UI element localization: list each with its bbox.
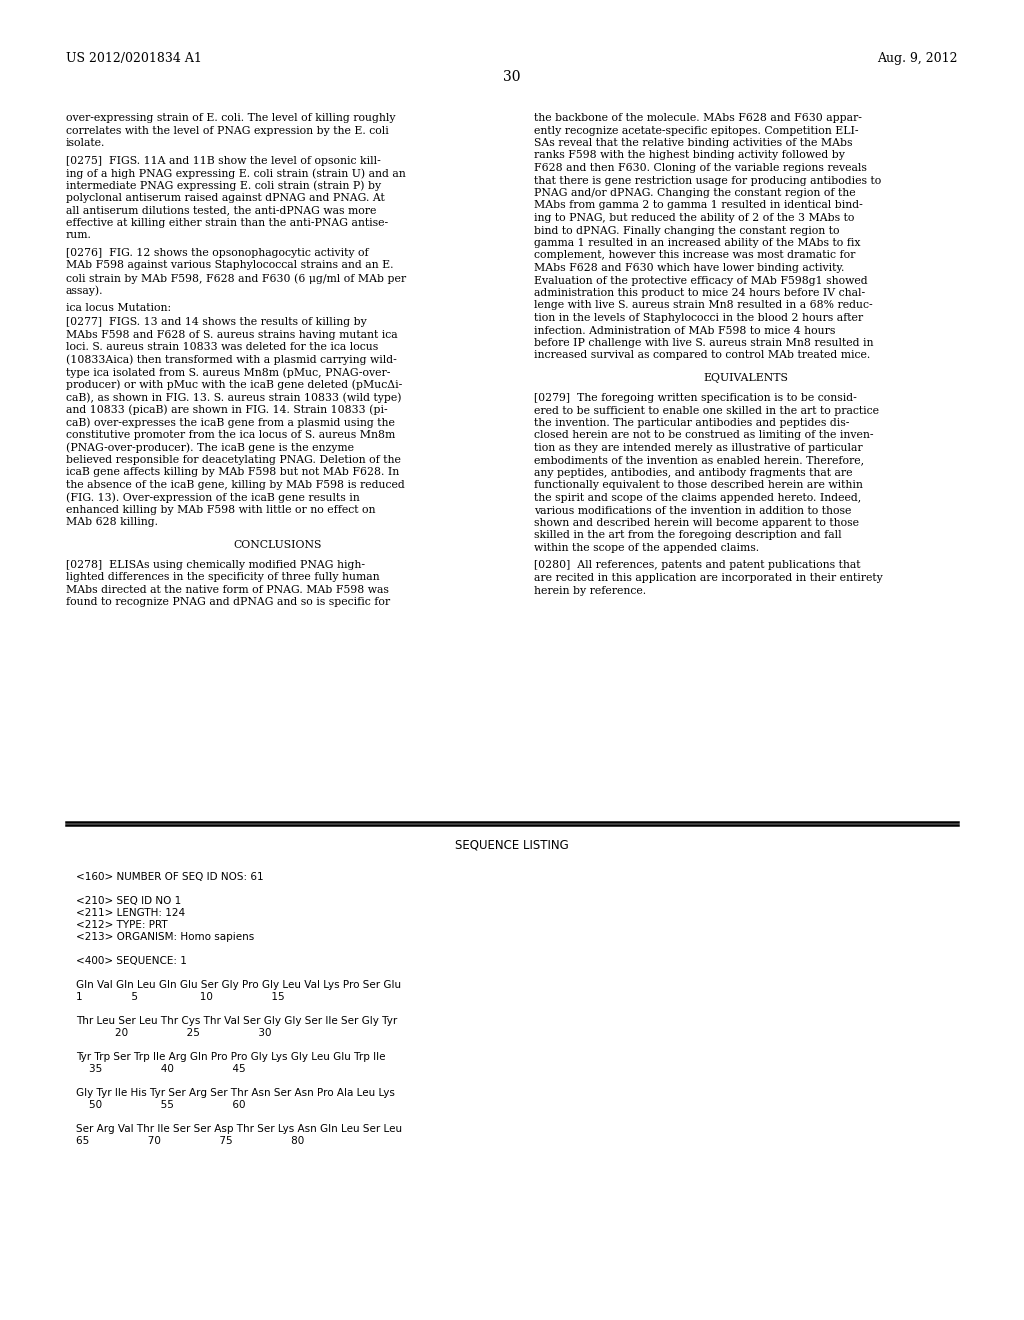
Text: constitutive promoter from the ica locus of S. aureus Mn8m: constitutive promoter from the ica locus…	[66, 430, 395, 440]
Text: various modifications of the invention in addition to those: various modifications of the invention i…	[534, 506, 851, 516]
Text: lenge with live S. aureus strain Mn8 resulted in a 68% reduc-: lenge with live S. aureus strain Mn8 res…	[534, 301, 872, 310]
Text: producer) or with pMuc with the icaB gene deleted (pMucΔi-: producer) or with pMuc with the icaB gen…	[66, 380, 402, 391]
Text: loci. S. aureus strain 10833 was deleted for the ica locus: loci. S. aureus strain 10833 was deleted…	[66, 342, 378, 352]
Text: Evaluation of the protective efficacy of MAb F598g1 showed: Evaluation of the protective efficacy of…	[534, 276, 867, 285]
Text: [0275]  FIGS. 11A and 11B show the level of opsonic kill-: [0275] FIGS. 11A and 11B show the level …	[66, 156, 381, 165]
Text: caB), as shown in FIG. 13. S. aureus strain 10833 (wild type): caB), as shown in FIG. 13. S. aureus str…	[66, 392, 401, 403]
Text: ently recognize acetate-specific epitopes. Competition ELI-: ently recognize acetate-specific epitope…	[534, 125, 858, 136]
Text: ing to PNAG, but reduced the ability of 2 of the 3 MAbs to: ing to PNAG, but reduced the ability of …	[534, 213, 854, 223]
Text: EQUIVALENTS: EQUIVALENTS	[703, 374, 788, 383]
Text: Thr Leu Ser Leu Thr Cys Thr Val Ser Gly Gly Ser Ile Ser Gly Tyr: Thr Leu Ser Leu Thr Cys Thr Val Ser Gly …	[76, 1016, 397, 1026]
Text: that there is gene restriction usage for producing antibodies to: that there is gene restriction usage for…	[534, 176, 882, 186]
Text: Tyr Trp Ser Trp Ile Arg Gln Pro Pro Gly Lys Gly Leu Glu Trp Ile: Tyr Trp Ser Trp Ile Arg Gln Pro Pro Gly …	[76, 1052, 385, 1063]
Text: correlates with the level of PNAG expression by the E. coli: correlates with the level of PNAG expres…	[66, 125, 389, 136]
Text: polyclonal antiserum raised against dPNAG and PNAG. At: polyclonal antiserum raised against dPNA…	[66, 193, 385, 203]
Text: type ica isolated from S. aureus Mn8m (pMuc, PNAG-over-: type ica isolated from S. aureus Mn8m (p…	[66, 367, 390, 378]
Text: found to recognize PNAG and dPNAG and so is specific for: found to recognize PNAG and dPNAG and so…	[66, 598, 390, 607]
Text: [0276]  FIG. 12 shows the opsonophagocytic activity of: [0276] FIG. 12 shows the opsonophagocyti…	[66, 248, 369, 257]
Text: (PNAG-over-producer). The icaB gene is the enzyme: (PNAG-over-producer). The icaB gene is t…	[66, 442, 354, 453]
Text: 50                  55                  60: 50 55 60	[76, 1100, 246, 1110]
Text: MAbs F628 and F630 which have lower binding activity.: MAbs F628 and F630 which have lower bind…	[534, 263, 845, 273]
Text: 35                  40                  45: 35 40 45	[76, 1064, 246, 1074]
Text: CONCLUSIONS: CONCLUSIONS	[233, 540, 323, 550]
Text: 65                  70                  75                  80: 65 70 75 80	[76, 1137, 304, 1146]
Text: <210> SEQ ID NO 1: <210> SEQ ID NO 1	[76, 896, 181, 906]
Text: icaB gene affects killing by MAb F598 but not MAb F628. In: icaB gene affects killing by MAb F598 bu…	[66, 467, 399, 478]
Text: the invention. The particular antibodies and peptides dis-: the invention. The particular antibodies…	[534, 418, 849, 428]
Text: embodiments of the invention as enabled herein. Therefore,: embodiments of the invention as enabled …	[534, 455, 864, 466]
Text: before IP challenge with live S. aureus strain Mn8 resulted in: before IP challenge with live S. aureus …	[534, 338, 873, 348]
Text: herein by reference.: herein by reference.	[534, 586, 646, 595]
Text: bind to dPNAG. Finally changing the constant region to: bind to dPNAG. Finally changing the cons…	[534, 226, 840, 235]
Text: lighted differences in the specificity of three fully human: lighted differences in the specificity o…	[66, 573, 380, 582]
Text: rum.: rum.	[66, 231, 92, 240]
Text: Gly Tyr Ile His Tyr Ser Arg Ser Thr Asn Ser Asn Pro Ala Leu Lys: Gly Tyr Ile His Tyr Ser Arg Ser Thr Asn …	[76, 1088, 395, 1098]
Text: believed responsible for deacetylating PNAG. Deletion of the: believed responsible for deacetylating P…	[66, 455, 400, 465]
Text: administration this product to mice 24 hours before IV chal-: administration this product to mice 24 h…	[534, 288, 865, 298]
Text: <212> TYPE: PRT: <212> TYPE: PRT	[76, 920, 168, 931]
Text: <213> ORGANISM: Homo sapiens: <213> ORGANISM: Homo sapiens	[76, 932, 254, 942]
Text: 30: 30	[503, 70, 521, 84]
Text: MAb F598 against various Staphylococcal strains and an E.: MAb F598 against various Staphylococcal …	[66, 260, 393, 271]
Text: infection. Administration of MAb F598 to mice 4 hours: infection. Administration of MAb F598 to…	[534, 326, 836, 335]
Text: isolate.: isolate.	[66, 139, 105, 148]
Text: enhanced killing by MAb F598 with little or no effect on: enhanced killing by MAb F598 with little…	[66, 504, 376, 515]
Text: ica locus Mutation:: ica locus Mutation:	[66, 304, 171, 313]
Text: 20                  25                  30: 20 25 30	[76, 1028, 271, 1038]
Text: closed herein are not to be construed as limiting of the inven-: closed herein are not to be construed as…	[534, 430, 873, 441]
Text: the spirit and scope of the claims appended hereto. Indeed,: the spirit and scope of the claims appen…	[534, 492, 861, 503]
Text: tion as they are intended merely as illustrative of particular: tion as they are intended merely as illu…	[534, 444, 862, 453]
Text: [0279]  The foregoing written specification is to be consid-: [0279] The foregoing written specificati…	[534, 393, 857, 403]
Text: all antiserum dilutions tested, the anti-dPNAG was more: all antiserum dilutions tested, the anti…	[66, 206, 377, 215]
Text: MAb 628 killing.: MAb 628 killing.	[66, 517, 158, 528]
Text: [0280]  All references, patents and patent publications that: [0280] All references, patents and paten…	[534, 561, 860, 570]
Text: functionally equivalent to those described herein are within: functionally equivalent to those describ…	[534, 480, 863, 491]
Text: MAbs from gamma 2 to gamma 1 resulted in identical bind-: MAbs from gamma 2 to gamma 1 resulted in…	[534, 201, 863, 210]
Text: intermediate PNAG expressing E. coli strain (strain P) by: intermediate PNAG expressing E. coli str…	[66, 181, 381, 191]
Text: complement, however this increase was most dramatic for: complement, however this increase was mo…	[534, 251, 855, 260]
Text: [0277]  FIGS. 13 and 14 shows the results of killing by: [0277] FIGS. 13 and 14 shows the results…	[66, 317, 367, 327]
Text: ered to be sufficient to enable one skilled in the art to practice: ered to be sufficient to enable one skil…	[534, 405, 879, 416]
Text: [0278]  ELISAs using chemically modified PNAG high-: [0278] ELISAs using chemically modified …	[66, 560, 365, 570]
Text: any peptides, antibodies, and antibody fragments that are: any peptides, antibodies, and antibody f…	[534, 469, 853, 478]
Text: <211> LENGTH: 124: <211> LENGTH: 124	[76, 908, 185, 917]
Text: SAs reveal that the relative binding activities of the MAbs: SAs reveal that the relative binding act…	[534, 139, 853, 148]
Text: increased survival as compared to control MAb treated mice.: increased survival as compared to contro…	[534, 351, 870, 360]
Text: US 2012/0201834 A1: US 2012/0201834 A1	[66, 51, 202, 65]
Text: PNAG and/or dPNAG. Changing the constant region of the: PNAG and/or dPNAG. Changing the constant…	[534, 187, 856, 198]
Text: within the scope of the appended claims.: within the scope of the appended claims.	[534, 543, 759, 553]
Text: MAbs F598 and F628 of S. aureus strains having mutant ica: MAbs F598 and F628 of S. aureus strains …	[66, 330, 397, 339]
Text: SEQUENCE LISTING: SEQUENCE LISTING	[455, 838, 569, 851]
Text: effective at killing either strain than the anti-PNAG antise-: effective at killing either strain than …	[66, 218, 388, 228]
Text: assay).: assay).	[66, 285, 103, 296]
Text: (10833Aica) then transformed with a plasmid carrying wild-: (10833Aica) then transformed with a plas…	[66, 355, 396, 366]
Text: <160> NUMBER OF SEQ ID NOS: 61: <160> NUMBER OF SEQ ID NOS: 61	[76, 873, 263, 882]
Text: coli strain by MAb F598, F628 and F630 (6 μg/ml of MAb per: coli strain by MAb F598, F628 and F630 (…	[66, 273, 407, 284]
Text: ing of a high PNAG expressing E. coli strain (strain U) and an: ing of a high PNAG expressing E. coli st…	[66, 168, 406, 178]
Text: ranks F598 with the highest binding activity followed by: ranks F598 with the highest binding acti…	[534, 150, 845, 161]
Text: Aug. 9, 2012: Aug. 9, 2012	[878, 51, 958, 65]
Text: over-expressing strain of E. coli. The level of killing roughly: over-expressing strain of E. coli. The l…	[66, 114, 395, 123]
Text: gamma 1 resulted in an increased ability of the MAbs to fix: gamma 1 resulted in an increased ability…	[534, 238, 860, 248]
Text: F628 and then F630. Cloning of the variable regions reveals: F628 and then F630. Cloning of the varia…	[534, 162, 867, 173]
Text: and 10833 (picaB) are shown in FIG. 14. Strain 10833 (pi-: and 10833 (picaB) are shown in FIG. 14. …	[66, 405, 388, 416]
Text: Ser Arg Val Thr Ile Ser Ser Asp Thr Ser Lys Asn Gln Leu Ser Leu: Ser Arg Val Thr Ile Ser Ser Asp Thr Ser …	[76, 1125, 402, 1134]
Text: skilled in the art from the foregoing description and fall: skilled in the art from the foregoing de…	[534, 531, 842, 540]
Text: shown and described herein will become apparent to those: shown and described herein will become a…	[534, 517, 859, 528]
Text: caB) over-expresses the icaB gene from a plasmid using the: caB) over-expresses the icaB gene from a…	[66, 417, 395, 428]
Text: (FIG. 13). Over-expression of the icaB gene results in: (FIG. 13). Over-expression of the icaB g…	[66, 492, 359, 503]
Text: the absence of the icaB gene, killing by MAb F598 is reduced: the absence of the icaB gene, killing by…	[66, 480, 404, 490]
Text: the backbone of the molecule. MAbs F628 and F630 appar-: the backbone of the molecule. MAbs F628 …	[534, 114, 862, 123]
Text: MAbs directed at the native form of PNAG. MAb F598 was: MAbs directed at the native form of PNAG…	[66, 585, 389, 595]
Text: tion in the levels of Staphylococci in the blood 2 hours after: tion in the levels of Staphylococci in t…	[534, 313, 863, 323]
Text: are recited in this application are incorporated in their entirety: are recited in this application are inco…	[534, 573, 883, 583]
Text: 1               5                   10                  15: 1 5 10 15	[76, 993, 285, 1002]
Text: Gln Val Gln Leu Gln Glu Ser Gly Pro Gly Leu Val Lys Pro Ser Glu: Gln Val Gln Leu Gln Glu Ser Gly Pro Gly …	[76, 979, 401, 990]
Text: <400> SEQUENCE: 1: <400> SEQUENCE: 1	[76, 956, 186, 966]
